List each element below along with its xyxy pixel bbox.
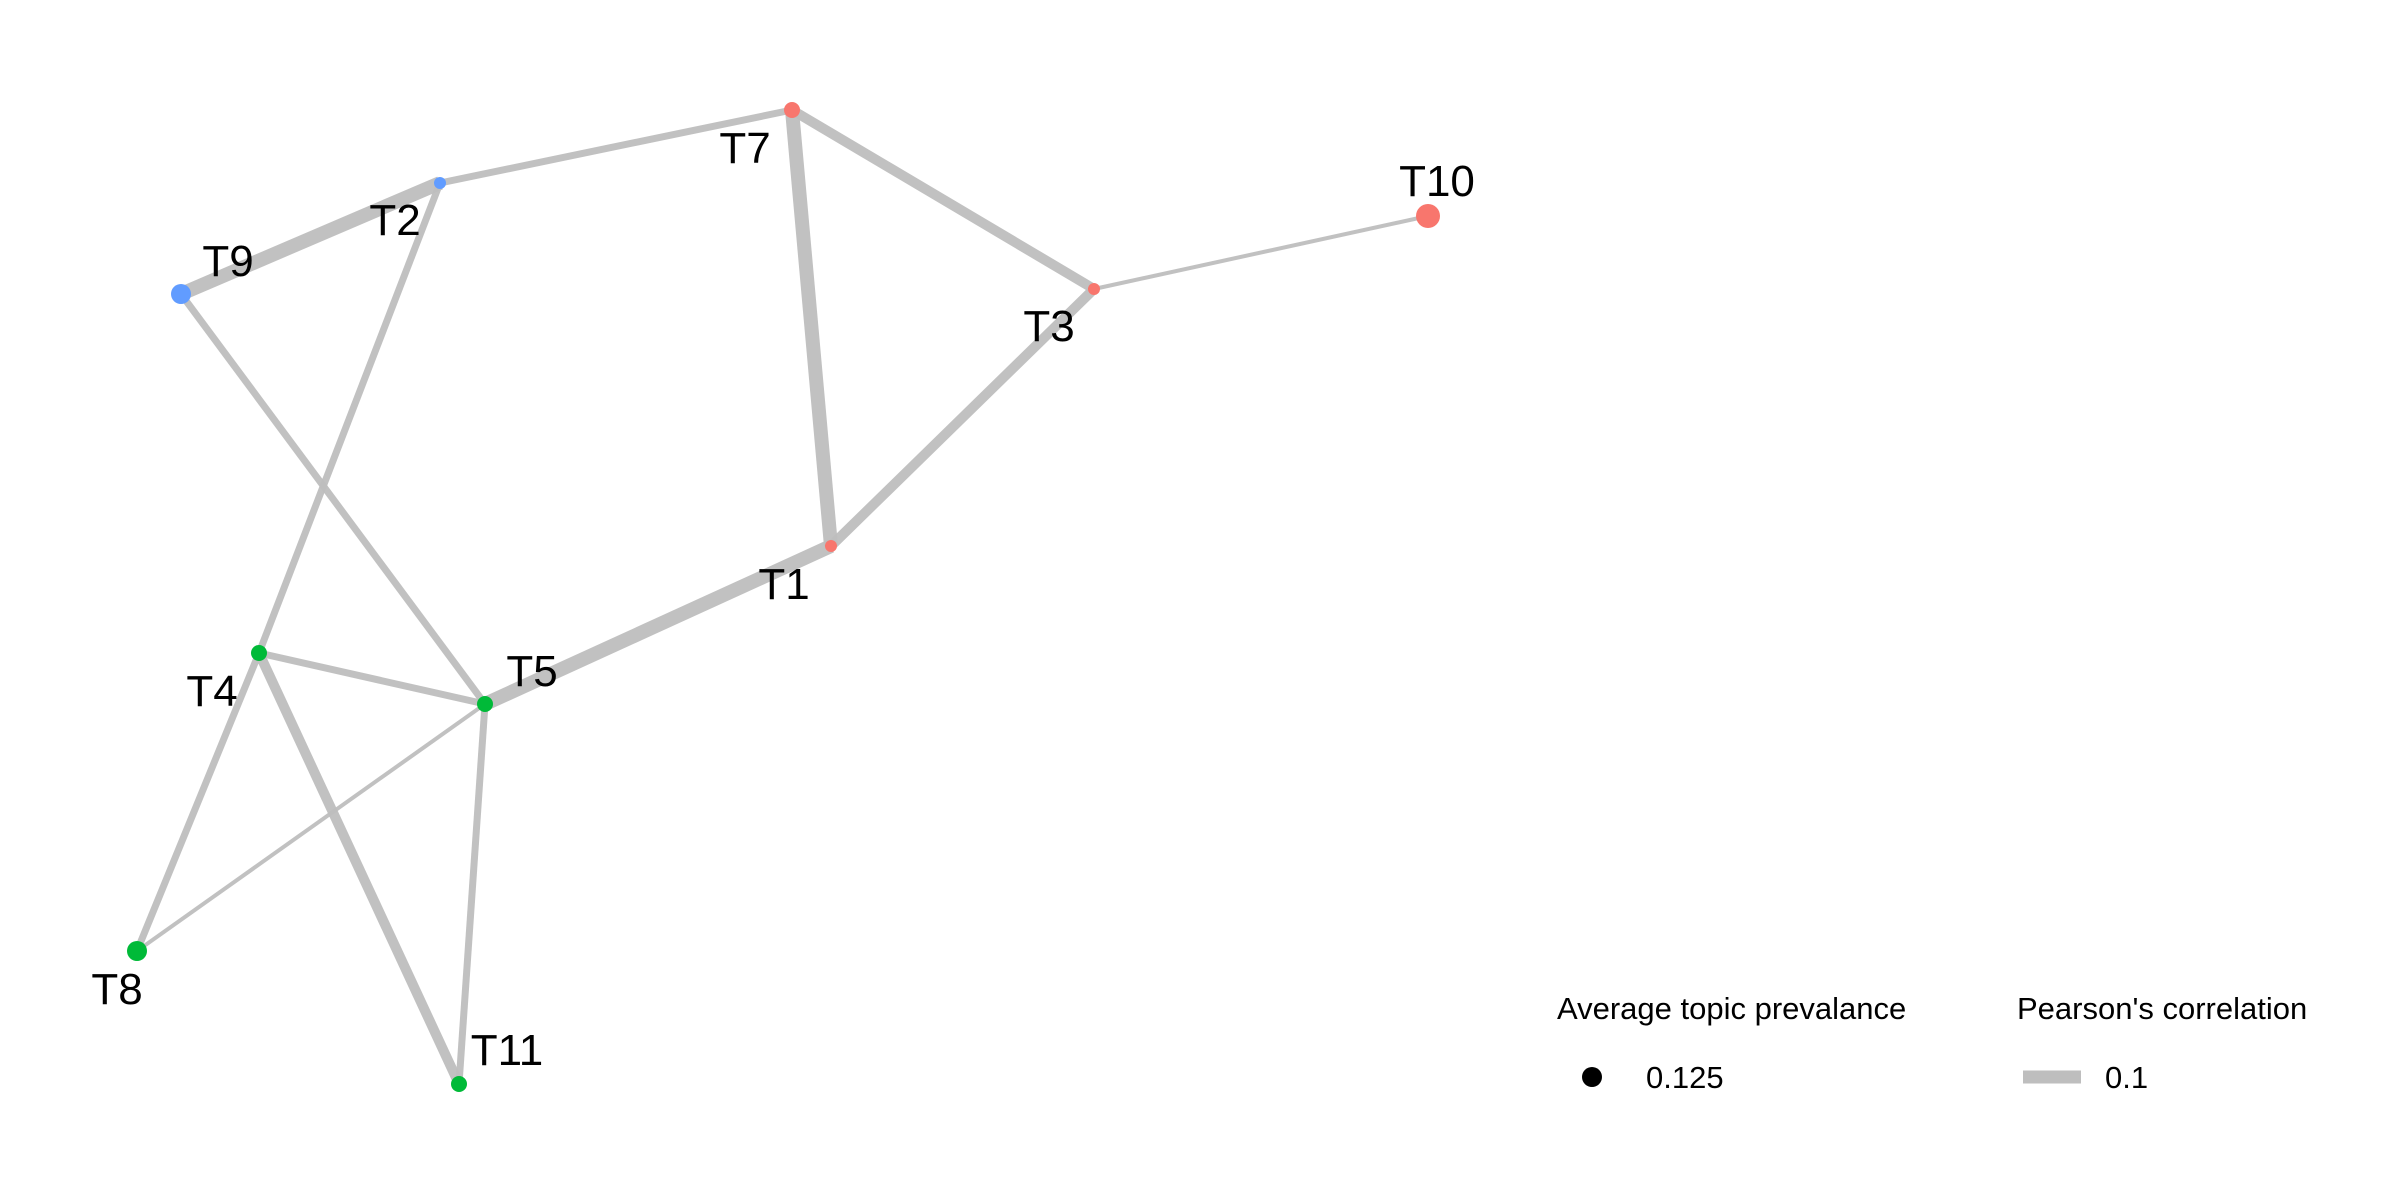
node-t7 bbox=[784, 102, 800, 118]
edge-t4-t8 bbox=[133, 651, 263, 953]
edge-t3-t10 bbox=[1093, 214, 1429, 291]
node-label-t5: T5 bbox=[506, 647, 557, 696]
edge-t4-t11 bbox=[254, 650, 464, 1087]
node-t11 bbox=[451, 1076, 467, 1092]
legend-size-swatch bbox=[1582, 1067, 1602, 1087]
edge-t9-t2 bbox=[178, 176, 443, 301]
nodes-layer bbox=[127, 102, 1440, 1092]
edge-t5-t11 bbox=[455, 703, 489, 1085]
edge-t5-t8 bbox=[135, 702, 487, 953]
edge-t2-t4 bbox=[255, 181, 444, 655]
node-label-t7: T7 bbox=[719, 124, 770, 173]
node-t4 bbox=[251, 645, 267, 661]
edge-t3-t1 bbox=[827, 285, 1098, 550]
edge-t1-t5 bbox=[482, 539, 834, 711]
edges-layer bbox=[133, 105, 1429, 1087]
node-t5 bbox=[477, 696, 493, 712]
legend-width-value: 0.1 bbox=[2105, 1060, 2148, 1095]
node-label-t10: T10 bbox=[1399, 157, 1475, 206]
node-label-t11: T11 bbox=[471, 1026, 544, 1075]
labels-layer: T1 T2 T3 T4 T5 T7 T8 T9 T10 T11 bbox=[91, 124, 1475, 1075]
node-label-t3: T3 bbox=[1023, 302, 1074, 351]
node-t8 bbox=[127, 941, 147, 961]
edge-t2-t7 bbox=[439, 106, 793, 187]
legend-size-value: 0.125 bbox=[1646, 1060, 1724, 1095]
edge-t7-t3 bbox=[789, 105, 1097, 294]
node-label-t1: T1 bbox=[758, 560, 809, 609]
node-t1 bbox=[825, 540, 837, 552]
node-label-t8: T8 bbox=[91, 965, 142, 1014]
node-t3 bbox=[1088, 283, 1100, 295]
node-label-t9: T9 bbox=[202, 237, 253, 286]
node-t10 bbox=[1416, 204, 1440, 228]
node-label-t2: T2 bbox=[369, 196, 420, 245]
node-t2 bbox=[434, 177, 446, 189]
edge-t9-t5 bbox=[178, 291, 488, 707]
legend-width-title: Pearson's correlation bbox=[2017, 991, 2307, 1026]
legend: Average topic prevalance 0.125 Pearson's… bbox=[1557, 991, 2307, 1095]
edge-t4-t5 bbox=[258, 649, 486, 708]
edge-t7-t1 bbox=[785, 109, 838, 547]
node-t9 bbox=[171, 284, 191, 304]
node-label-t4: T4 bbox=[186, 667, 237, 716]
legend-size-title: Average topic prevalance bbox=[1557, 991, 1906, 1026]
